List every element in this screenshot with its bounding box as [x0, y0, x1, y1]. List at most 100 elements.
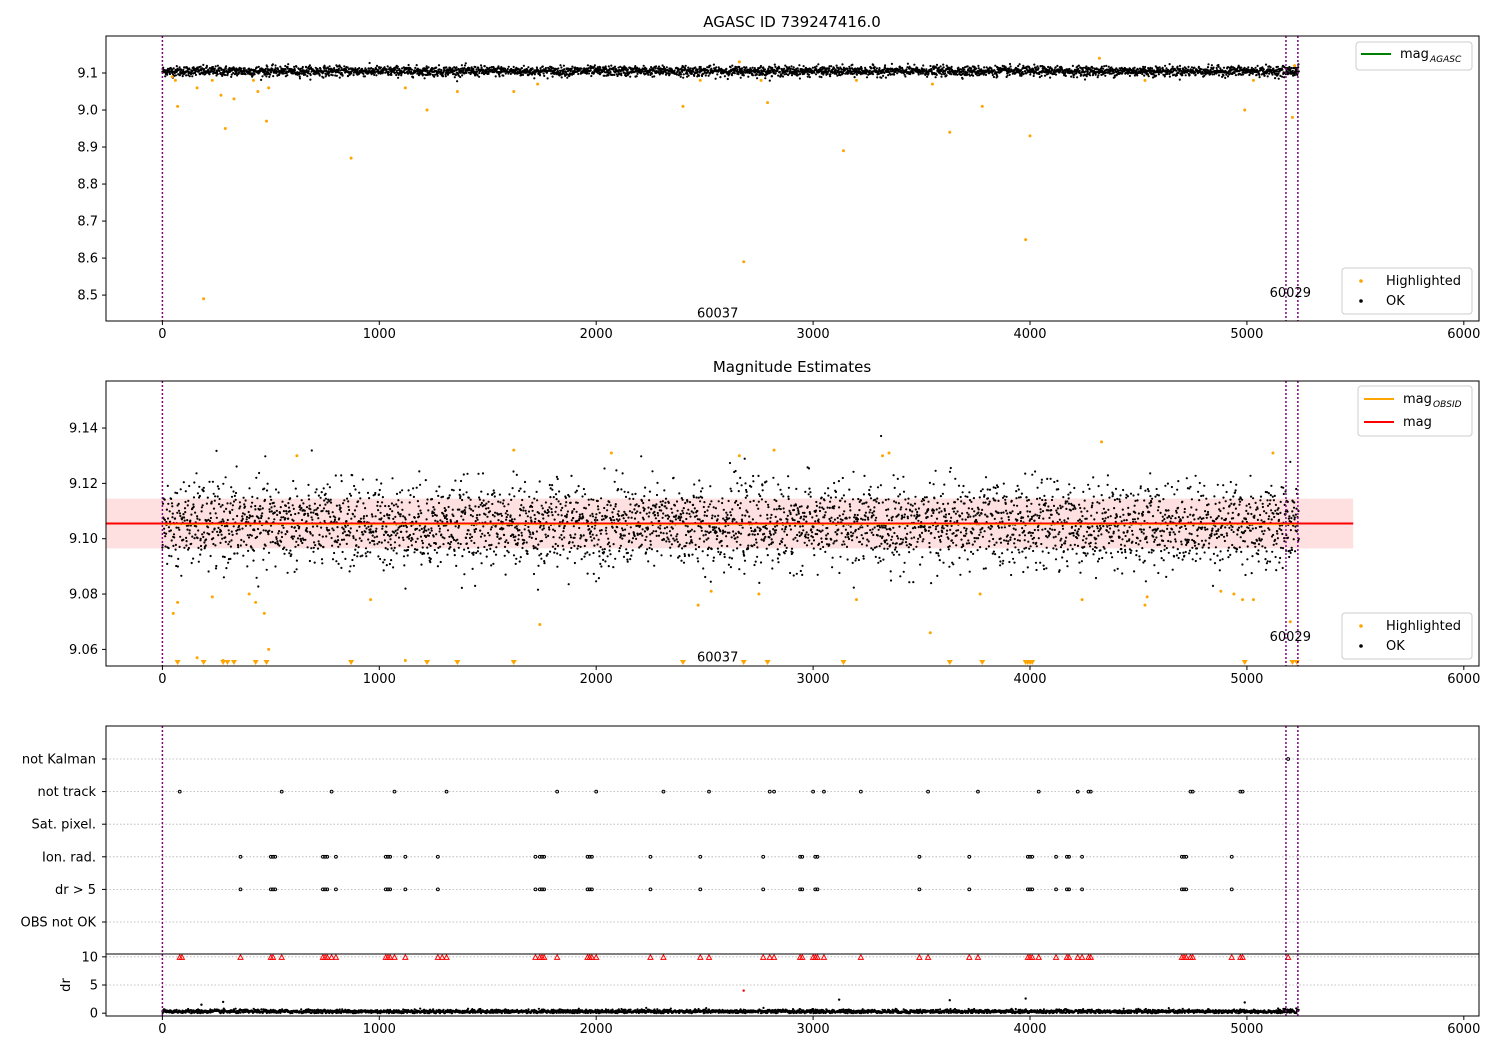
ok-point: [763, 68, 767, 71]
ok-point: [238, 528, 241, 531]
ok-point: [276, 540, 279, 543]
ok-point: [677, 69, 680, 72]
ok-point: [217, 526, 220, 530]
ok-point: [264, 67, 267, 70]
ok-point: [661, 64, 664, 67]
ok-point: [684, 64, 687, 67]
highlighted-point: [766, 101, 770, 105]
highlighted-point: [267, 86, 271, 90]
ok-point: [957, 66, 960, 69]
ok-point: [962, 72, 965, 75]
ok-point: [767, 67, 770, 70]
ok-point: [359, 517, 362, 520]
ok-point: [199, 65, 202, 68]
ok-point: [402, 515, 405, 518]
ok-point: [1039, 65, 1042, 68]
ok-point: [242, 554, 245, 557]
ok-point: [215, 449, 218, 452]
ok-point: [1247, 66, 1250, 69]
ok-point: [785, 72, 788, 76]
ok-point: [334, 71, 337, 74]
ok-point: [478, 71, 481, 75]
ok-point: [1004, 66, 1007, 69]
ok-point: [229, 511, 232, 515]
ok-point: [855, 73, 859, 76]
ok-point: [1080, 73, 1083, 76]
ok-point: [380, 517, 383, 520]
ok-point: [333, 67, 336, 70]
ok-point: [687, 66, 690, 69]
ok-point: [935, 63, 939, 66]
ok-point: [309, 78, 312, 81]
ok-point: [1019, 69, 1023, 72]
ok-point: [771, 66, 774, 70]
ok-point: [908, 65, 911, 68]
ok-point: [190, 561, 193, 565]
ok-point: [773, 63, 776, 66]
ok-point: [213, 67, 216, 70]
legend-ok-label: OK: [1386, 294, 1405, 309]
ok-point: [913, 63, 916, 66]
ok-point: [338, 543, 342, 546]
ok-point: [694, 66, 697, 69]
ok-point: [634, 65, 637, 68]
ok-point: [352, 536, 355, 540]
ok-point: [406, 72, 410, 75]
ok-point: [304, 512, 307, 515]
ok-point: [243, 505, 247, 508]
ok-point: [319, 67, 322, 71]
ok-point: [733, 72, 736, 75]
ok-point: [390, 73, 393, 76]
ok-point: [424, 69, 428, 72]
ok-point: [377, 70, 380, 73]
ok-point: [203, 531, 206, 534]
agasc-highlighted-points: [170, 56, 1297, 301]
ok-point: [321, 562, 324, 565]
ok-point: [993, 69, 996, 72]
ok-point: [355, 505, 358, 508]
ok-point: [853, 76, 856, 79]
ok-point: [388, 68, 391, 71]
ok-point: [239, 505, 242, 508]
ok-point: [1048, 70, 1051, 73]
ok-point: [1043, 74, 1047, 77]
ok-point: [398, 67, 401, 71]
ok-point: [1291, 69, 1294, 72]
ok-point: [622, 69, 625, 72]
ok-point: [238, 524, 241, 528]
ok-point: [1297, 66, 1300, 69]
ok-point: [970, 67, 973, 70]
ok-point: [201, 71, 205, 74]
ok-point: [346, 497, 349, 500]
ok-point: [893, 73, 896, 76]
ok-point: [361, 554, 364, 557]
ok-point: [745, 66, 748, 69]
ok-point: [368, 541, 371, 544]
ok-point: [1266, 75, 1269, 78]
ok-point: [541, 65, 544, 68]
ok-point: [719, 76, 722, 79]
ok-point: [807, 73, 811, 76]
agasc-legend-bottom: Highlighted OK: [1341, 267, 1473, 315]
ok-point: [201, 67, 204, 70]
ok-point: [208, 480, 211, 483]
highlighted-point: [737, 60, 741, 64]
ok-point: [1203, 74, 1206, 77]
ok-point: [237, 546, 240, 549]
ok-point: [438, 68, 441, 71]
ok-point: [1008, 73, 1011, 76]
ok-point: [399, 515, 402, 518]
ok-point: [211, 530, 214, 534]
ok-point: [251, 495, 254, 498]
ok-point: [323, 67, 326, 70]
ok-point: [498, 75, 501, 78]
ok-point: [194, 511, 197, 514]
ok-point: [277, 532, 280, 535]
ok-point: [543, 74, 546, 77]
ok-point: [313, 509, 316, 512]
ok-point: [498, 73, 501, 76]
ok-point: [1038, 72, 1041, 76]
ok-point: [268, 75, 271, 78]
ok-point: [715, 66, 718, 69]
ok-point: [1221, 75, 1224, 78]
